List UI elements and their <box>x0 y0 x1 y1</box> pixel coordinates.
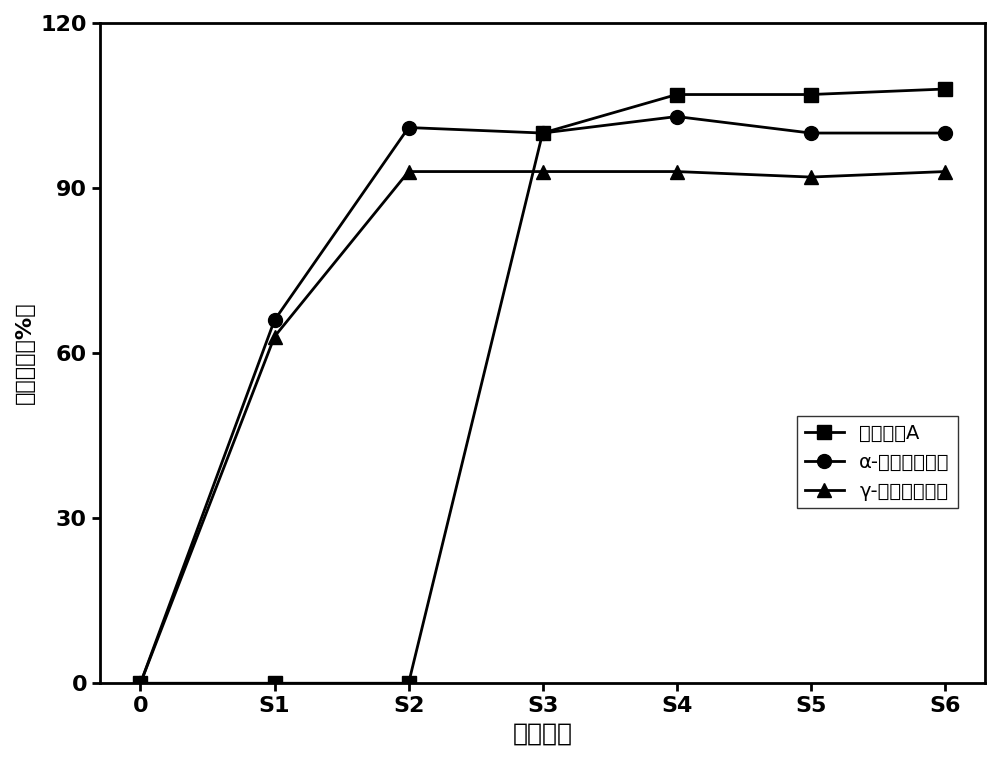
γ-六溄环十二烷 <box>134 679 146 688</box>
γ-六溄环十二烷 <box>269 332 281 341</box>
α-六溄环十二烷 <box>805 129 817 138</box>
Line: 四溄双酚A: 四溄双酚A <box>134 82 952 690</box>
γ-六溄环十二烷 <box>537 167 549 176</box>
Line: γ-六溄环十二烷: γ-六溄环十二烷 <box>134 164 952 690</box>
Line: α-六溄环十二烷: α-六溄环十二烷 <box>134 110 952 690</box>
四溄双酚A <box>805 90 817 99</box>
γ-六溄环十二烷 <box>403 167 415 176</box>
α-六溄环十二烷 <box>939 129 951 138</box>
四溄双酚A <box>134 679 146 688</box>
γ-六溄环十二烷 <box>671 167 683 176</box>
四溄双酚A <box>537 129 549 138</box>
γ-六溄环十二烷 <box>939 167 951 176</box>
γ-六溄环十二烷 <box>805 173 817 182</box>
α-六溄环十二烷 <box>671 112 683 121</box>
α-六溄环十二烷 <box>537 129 549 138</box>
X-axis label: 淡洗步骤: 淡洗步骤 <box>513 722 573 746</box>
Y-axis label: 淡洗效率（%）: 淡洗效率（%） <box>15 302 35 404</box>
四溄双酚A <box>939 84 951 94</box>
α-六溄环十二烷 <box>134 679 146 688</box>
α-六溄环十二烷 <box>269 316 281 325</box>
Legend: 四溄双酚A, α-六溄环十二烷, γ-六溄环十二烷: 四溄双酚A, α-六溄环十二烷, γ-六溄环十二烷 <box>797 416 958 508</box>
α-六溄环十二烷 <box>403 123 415 132</box>
四溄双酚A <box>269 679 281 688</box>
四溄双酚A <box>671 90 683 99</box>
四溄双酚A <box>403 679 415 688</box>
